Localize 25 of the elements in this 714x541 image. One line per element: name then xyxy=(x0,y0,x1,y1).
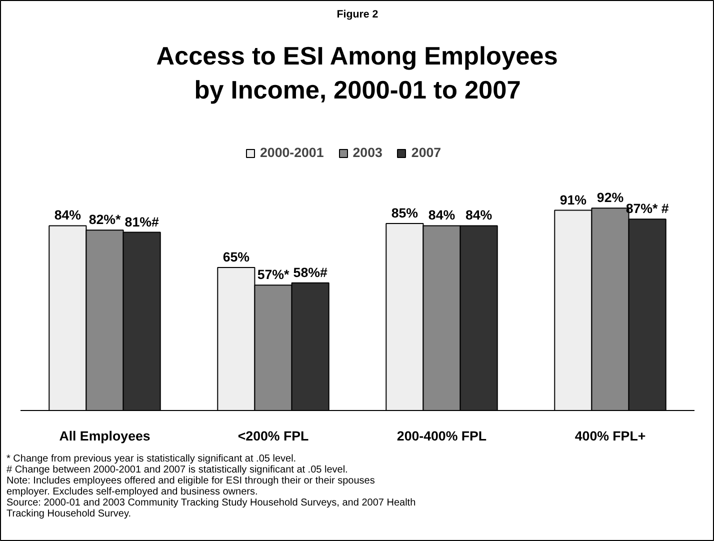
data-label: 92% xyxy=(596,190,624,206)
chart-title: Access to ESI Among Employees by Income, 2000-01 to 2007 xyxy=(156,42,558,104)
text: Note: Includes employees offered and eligible for ESI through their or their spouses employer. Excludes self-employed and business owners. xyxy=(6,476,375,498)
source-note: Source: 2000-01 and 2003 Community Tracking Study Household Surveys, and 2007 Health Tracking Household Survey. xyxy=(6,498,416,520)
data-label: 84% xyxy=(54,208,82,223)
data-label: 57%* xyxy=(257,267,290,282)
x-tick-label: 400% FPL+ xyxy=(574,428,646,444)
data-label: 84% xyxy=(465,208,492,223)
chart-subtitle: Figure 2 xyxy=(336,8,378,20)
legend-label: 2000-2001 xyxy=(260,145,324,160)
x-tick-label: 200-400% FPL xyxy=(396,428,487,444)
data-label: 81%# xyxy=(124,214,160,230)
data-label: 87%* # xyxy=(626,201,670,216)
x-tick-label: All Employees xyxy=(59,428,150,444)
legend-label: 2007 xyxy=(411,145,442,160)
text: * Change from previous year is statistically significant at .05 level. xyxy=(6,454,296,464)
x-tick-label: <200% FPL xyxy=(238,428,309,444)
data-label: 85% xyxy=(391,206,418,220)
legend-label: 2003 xyxy=(352,145,382,160)
data-label: 65% xyxy=(222,250,250,264)
text: # Change between 2000-2001 and 2007 is statistically significant at .05 level. xyxy=(6,464,348,476)
data-label: 58%# xyxy=(293,264,328,280)
data-label: 84% xyxy=(428,208,456,223)
data-label: 91% xyxy=(560,192,587,208)
data-label: 82%* xyxy=(88,212,122,228)
